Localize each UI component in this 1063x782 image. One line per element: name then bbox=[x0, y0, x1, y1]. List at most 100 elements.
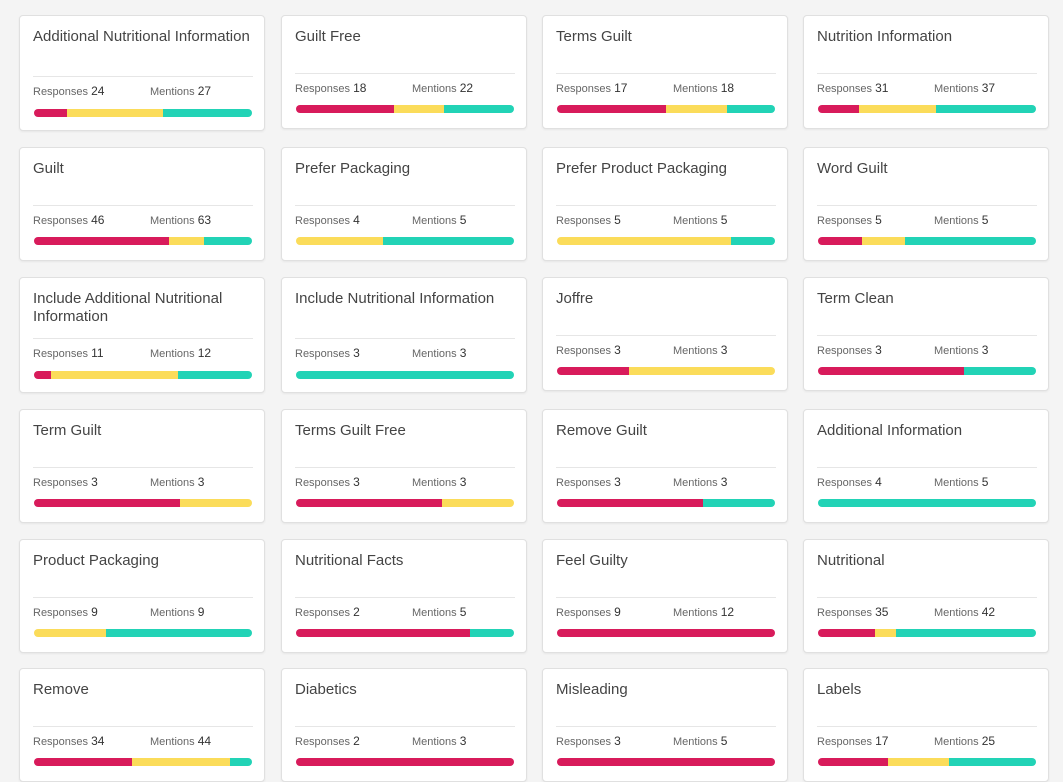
sentiment-segment-negative bbox=[296, 105, 395, 113]
sentiment-bar bbox=[296, 499, 514, 507]
card-title: Joffre bbox=[556, 290, 594, 307]
mentions-label: Mentions bbox=[934, 736, 979, 748]
topic-card[interactable]: Terms Guilt Free Responses 3 Mentions 3 bbox=[281, 409, 527, 523]
sentiment-segment-negative bbox=[296, 629, 471, 637]
card-title: Word Guilt bbox=[817, 160, 888, 177]
topic-card[interactable]: Diabetics Responses 2 Mentions 3 bbox=[281, 668, 527, 782]
responses-stat: Responses 3 bbox=[295, 346, 360, 360]
responses-stat: Responses 18 bbox=[295, 81, 366, 95]
mentions-label: Mentions bbox=[934, 477, 979, 489]
card-divider bbox=[295, 73, 515, 74]
sentiment-bar bbox=[557, 499, 775, 507]
topic-card[interactable]: Guilt Responses 46 Mentions 63 bbox=[19, 147, 265, 261]
sentiment-segment-negative bbox=[818, 105, 860, 113]
card-title: Remove bbox=[33, 681, 89, 698]
mentions-label: Mentions bbox=[412, 348, 457, 360]
topic-card[interactable]: Term Clean Responses 3 Mentions 3 bbox=[803, 277, 1049, 391]
sentiment-segment-neutral bbox=[66, 109, 163, 117]
topic-card[interactable]: Additional Nutritional Information Respon… bbox=[19, 15, 265, 131]
topic-card[interactable]: Prefer Packaging Responses 4 Mentions 5 bbox=[281, 147, 527, 261]
topic-card[interactable]: Nutrition Information Responses 31 Mention… bbox=[803, 15, 1049, 129]
card-divider bbox=[33, 467, 253, 468]
responses-count: 31 bbox=[875, 81, 889, 95]
mentions-stat: Mentions 63 bbox=[150, 213, 211, 227]
responses-count: 5 bbox=[875, 213, 882, 227]
mentions-count: 63 bbox=[197, 213, 212, 227]
responses-label: Responses bbox=[33, 607, 89, 619]
sentiment-bar bbox=[296, 629, 514, 637]
mentions-stat: Mentions 3 bbox=[673, 475, 727, 489]
topic-card[interactable]: Remove Guilt Responses 3 Mentions 3 bbox=[542, 409, 788, 523]
topic-card[interactable]: Word Guilt Responses 5 Mentions 5 bbox=[803, 147, 1049, 261]
card-title: Include Nutritional Information bbox=[295, 290, 495, 307]
topic-card[interactable]: Nutritional Facts Responses 2 Mentions 5 bbox=[281, 539, 527, 653]
responses-count: 35 bbox=[875, 605, 889, 619]
mentions-stat: Mentions 3 bbox=[673, 343, 727, 357]
mentions-count: 9 bbox=[197, 605, 205, 619]
mentions-label: Mentions bbox=[673, 215, 718, 227]
mentions-count: 3 bbox=[459, 475, 467, 489]
sentiment-segment-negative bbox=[557, 105, 666, 113]
responses-label: Responses bbox=[33, 736, 89, 748]
sentiment-segment-negative bbox=[296, 499, 443, 507]
topic-card[interactable]: Terms Guilt Responses 17 Mentions 18 bbox=[542, 15, 788, 129]
topic-card[interactable]: Include Nutritional Information Responses… bbox=[281, 277, 527, 393]
mentions-stat: Mentions 3 bbox=[412, 346, 466, 360]
sentiment-bar bbox=[557, 758, 775, 766]
topic-card[interactable]: Misleading Responses 3 Mentions 5 bbox=[542, 668, 788, 782]
sentiment-segment-positive bbox=[964, 367, 1036, 375]
card-divider bbox=[295, 205, 515, 206]
responses-stat: Responses 34 bbox=[33, 734, 104, 748]
card-divider bbox=[33, 76, 253, 77]
topic-card[interactable]: Include Additional Nutritional Informati… bbox=[19, 277, 265, 393]
sentiment-segment-negative bbox=[34, 237, 170, 245]
responses-label: Responses bbox=[33, 86, 89, 98]
responses-stat: Responses 9 bbox=[556, 605, 621, 619]
mentions-stat: Mentions 5 bbox=[412, 605, 466, 619]
topic-card[interactable]: Product Packaging Responses 9 Mentions 9 bbox=[19, 539, 265, 653]
card-title: Additional Information bbox=[817, 422, 963, 439]
topic-card[interactable]: Prefer Product Packaging Responses 5 Menti… bbox=[542, 147, 788, 261]
card-title: Prefer Product Packaging bbox=[556, 160, 727, 177]
responses-stat: Responses 5 bbox=[817, 213, 882, 227]
topic-card[interactable]: Term Guilt Responses 3 Mentions 3 bbox=[19, 409, 265, 523]
topic-card[interactable]: Labels Responses 17 Mentions 25 bbox=[803, 668, 1049, 782]
card-divider bbox=[817, 73, 1037, 74]
sentiment-segment-neutral bbox=[169, 237, 205, 245]
sentiment-segment-negative bbox=[296, 758, 514, 766]
mentions-stat: Mentions 12 bbox=[673, 605, 734, 619]
mentions-stat: Mentions 5 bbox=[934, 475, 988, 489]
topic-card[interactable]: Joffre Responses 3 Mentions 3 bbox=[542, 277, 788, 391]
sentiment-segment-neutral bbox=[296, 237, 384, 245]
topic-card[interactable]: Remove Responses 34 Mentions 44 bbox=[19, 668, 265, 782]
responses-label: Responses bbox=[817, 477, 873, 489]
sentiment-bar bbox=[34, 109, 252, 117]
topic-card[interactable]: Additional Information Responses 4 Mention… bbox=[803, 409, 1049, 523]
mentions-count: 22 bbox=[459, 81, 474, 95]
sentiment-segment-negative bbox=[557, 367, 629, 375]
topic-card[interactable]: Guilt Free Responses 18 Mentions 22 bbox=[281, 15, 527, 129]
responses-label: Responses bbox=[295, 83, 351, 95]
mentions-count: 37 bbox=[981, 81, 996, 95]
mentions-count: 3 bbox=[981, 343, 989, 357]
card-divider bbox=[556, 597, 776, 598]
mentions-label: Mentions bbox=[934, 83, 979, 95]
mentions-label: Mentions bbox=[412, 83, 457, 95]
card-title: Terms Guilt Free bbox=[295, 422, 406, 439]
sentiment-segment-positive bbox=[383, 237, 514, 245]
sentiment-bar bbox=[557, 367, 775, 375]
sentiment-segment-negative bbox=[818, 758, 888, 766]
responses-label: Responses bbox=[817, 215, 873, 227]
card-divider bbox=[295, 467, 515, 468]
mentions-count: 27 bbox=[197, 84, 212, 98]
card-divider bbox=[556, 335, 776, 336]
card-divider bbox=[33, 726, 253, 727]
responses-label: Responses bbox=[556, 477, 612, 489]
card-divider bbox=[556, 726, 776, 727]
mentions-count: 3 bbox=[197, 475, 205, 489]
sentiment-segment-negative bbox=[557, 629, 775, 637]
topic-card[interactable]: Feel Guilty Responses 9 Mentions 12 bbox=[542, 539, 788, 653]
topic-card[interactable]: Nutritional Responses 35 Mentions 42 bbox=[803, 539, 1049, 653]
sentiment-segment-negative bbox=[557, 758, 775, 766]
sentiment-segment-neutral bbox=[861, 237, 906, 245]
